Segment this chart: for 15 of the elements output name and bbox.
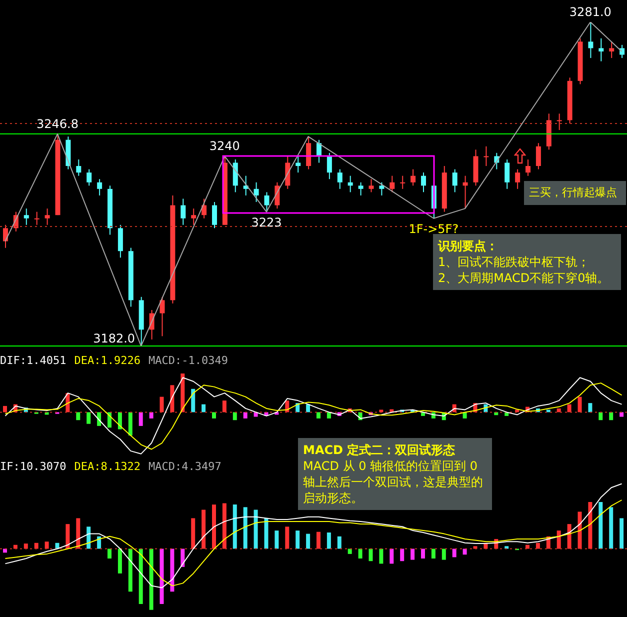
text: DEA:8.1322 — [74, 460, 140, 473]
series-label: MACD:-1.0349 — [148, 354, 228, 367]
annotation: 3223 — [251, 215, 282, 230]
annotation: 3246.8 — [36, 116, 78, 131]
annotation: 3240 — [209, 139, 240, 154]
annotation: 识别要点： 1、回试不能跌破中枢下轨； 2、大周期MACD不能下穿0轴。 — [438, 238, 610, 286]
annotation: 三买，行情起爆点 — [529, 185, 618, 201]
annotation: 3182.0 — [93, 331, 136, 346]
annotation: 1F->5F? — [408, 222, 459, 236]
text: DEA:1.9226 — [74, 354, 140, 367]
annotation: MACD 定式二：双回试形态 MACD 从 0 轴很低的位置回到 0 轴上然后一个双回试，这是典型的启动形态。 — [303, 442, 484, 506]
text: MACD:4.3497 — [148, 460, 222, 473]
annotation: 3281.0 — [569, 5, 612, 19]
text: IF:10.3070 — [0, 460, 66, 473]
text: DIF:1.4051 — [0, 354, 66, 367]
